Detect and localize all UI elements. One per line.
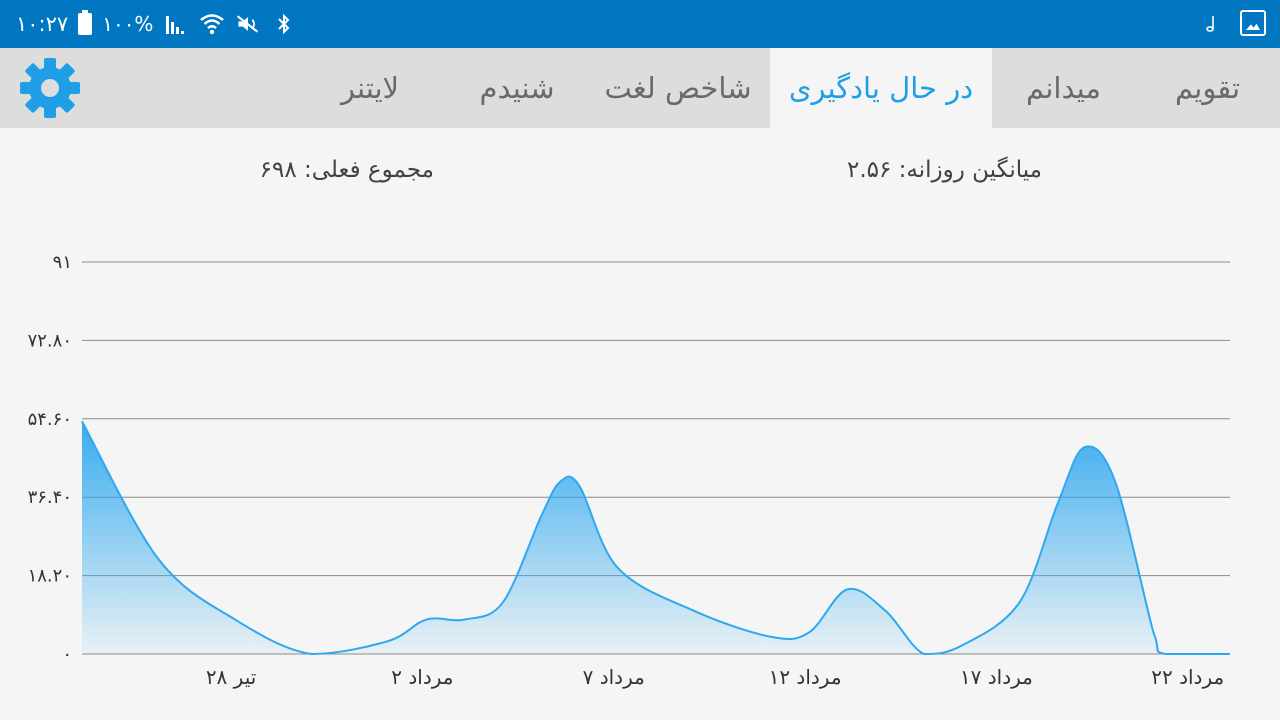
gear-icon — [20, 58, 80, 118]
y-tick-label: ۳۶.۴۰ — [28, 487, 72, 508]
current-total: مجموع فعلی: ۶۹۸ — [259, 157, 434, 183]
status-left: ۱۰:۲۷ ۱۰۰% — [16, 8, 297, 40]
y-tick-label: ۰ — [62, 644, 72, 665]
series-area — [82, 421, 1230, 654]
area-layer — [81, 420, 1230, 656]
tab-word-index[interactable]: شاخص لغت — [604, 71, 752, 105]
bluetooth-icon — [271, 11, 297, 37]
signal-icon — [163, 11, 189, 37]
tab-calendar[interactable]: تقویم — [1174, 71, 1241, 105]
battery-percent: ۱۰۰% — [102, 12, 154, 36]
tab-bar: تقویم میدانم در حال یادگیری شاخص لغت شنی… — [0, 48, 1280, 128]
y-tick-label: ۷۲.۸۰ — [28, 330, 72, 351]
tab-learning[interactable]: در حال یادگیری — [770, 48, 992, 128]
wifi-icon — [199, 11, 225, 37]
settings-button[interactable] — [18, 56, 82, 120]
y-tick-label: ۹۱ — [53, 252, 72, 273]
status-time: ۱۰:۲۷ — [16, 12, 69, 36]
y-tick-label: ۵۴.۶۰ — [28, 409, 72, 430]
gallery-icon[interactable] — [1240, 10, 1266, 36]
x-tick-label: ۲ مرداد — [391, 665, 453, 689]
tab-known[interactable]: میدانم — [1026, 71, 1101, 105]
x-tick-label: ۱۷ مرداد — [960, 665, 1033, 689]
x-tick-label: ۲۸ تیر — [206, 665, 256, 689]
x-axis-labels: ۲۸ تیر ۲ مرداد ۷ مرداد ۱۲ مرداد ۱۷ مرداد ۲۲ م… — [206, 665, 1224, 689]
music-note-icon — [1198, 10, 1224, 36]
x-tick-label: ۲۲ مرداد — [1151, 665, 1224, 689]
status-bar: ۱۰:۲۷ ۱۰۰% — [0, 0, 1280, 48]
status-right — [1198, 10, 1266, 36]
battery-icon — [78, 10, 93, 35]
tab-leitner[interactable]: لایتنر — [340, 71, 400, 105]
x-tick-label: ۷ مرداد — [583, 665, 645, 689]
mute-icon — [235, 11, 261, 37]
tab-heard[interactable]: شنیدم — [479, 71, 555, 105]
y-tick-label: ۱۸.۲۰ — [28, 566, 72, 587]
y-axis-labels: ۰ ۱۸.۲۰ ۳۶.۴۰ ۵۴.۶۰ ۷۲.۸۰ ۹۱ — [28, 252, 72, 665]
daily-average: میانگین روزانه: ۲.۵۶ — [846, 157, 1042, 183]
x-tick-label: ۱۲ مرداد — [769, 665, 842, 689]
series-line — [81, 420, 1230, 656]
learning-chart: ۰ ۱۸.۲۰ ۳۶.۴۰ ۵۴.۶۰ ۷۲.۸۰ ۹۱ ۲۸ تیر ۲ مرداد ۷ م… — [28, 252, 1230, 689]
